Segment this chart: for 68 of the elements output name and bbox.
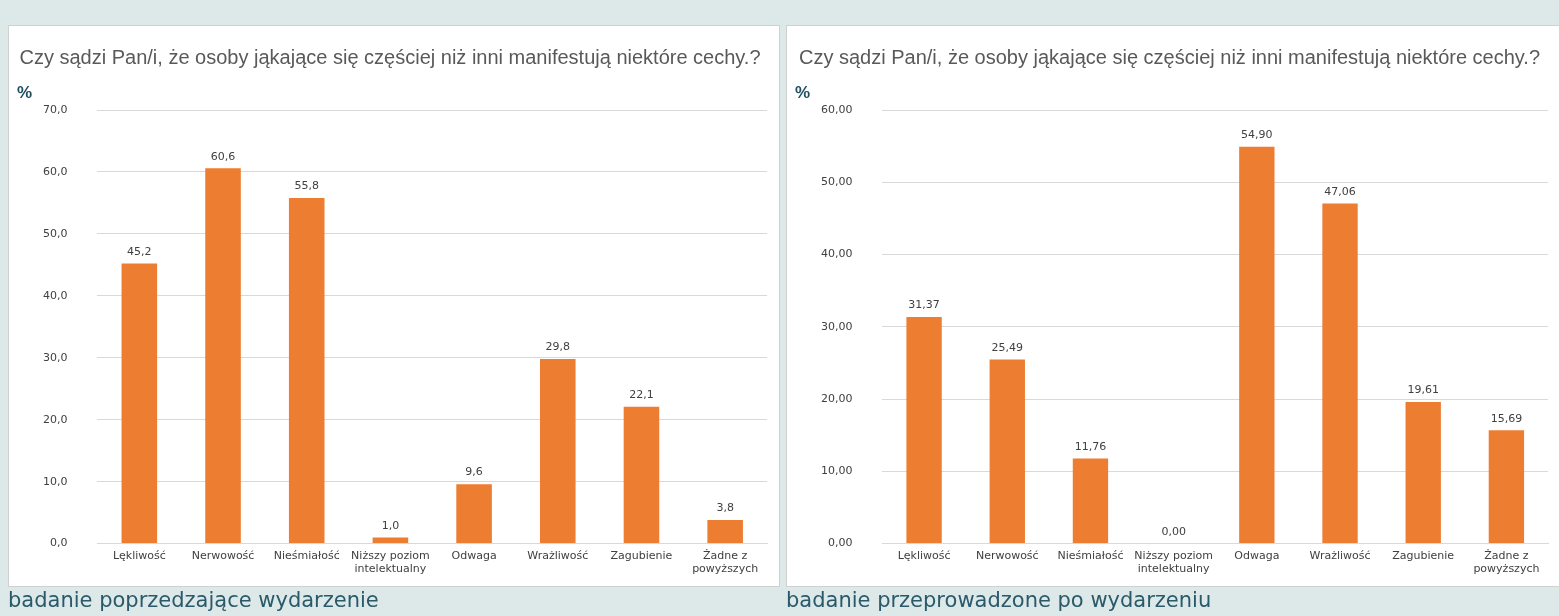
- y-tick-label: 10,0: [42, 474, 68, 488]
- data-label: 22,1: [629, 388, 654, 402]
- bar: [456, 484, 492, 544]
- y-tick-label: 20,00: [820, 391, 853, 405]
- data-label: 19,61: [1407, 383, 1439, 397]
- bar: [707, 520, 743, 544]
- y-tick-label: 30,0: [42, 350, 68, 364]
- y-tick-label: 40,00: [820, 247, 853, 261]
- y-axis-title: %: [795, 83, 811, 103]
- x-tick-label: Żadne z powyższych: [692, 549, 759, 576]
- x-tick-label: Lękliwość: [897, 549, 951, 563]
- bar: [906, 316, 942, 544]
- data-label: 1,0: [381, 518, 400, 532]
- bar: [989, 359, 1025, 544]
- bar: [121, 263, 158, 544]
- data-label: 60,6: [210, 149, 236, 163]
- bar: [540, 359, 576, 544]
- x-tick-label: Zagubienie: [1392, 549, 1455, 563]
- data-label: 47,06: [1324, 184, 1356, 198]
- x-tick-label: Nerwowość: [975, 549, 1039, 563]
- bar: [1322, 203, 1358, 544]
- text: badanie poprzedzające wydarzenie: [8, 588, 379, 612]
- bar: [372, 537, 409, 544]
- x-tick-label: Nerwowość: [191, 549, 255, 563]
- data-label: 9,6: [465, 465, 483, 479]
- y-tick-label: 30,00: [820, 319, 853, 333]
- chart-title: Czy sądzi Pan/i, że osoby jąkające się częściej niż inni manifestują niektóre cechy.?: [798, 45, 1541, 68]
- data-label: 31,37: [908, 298, 940, 312]
- y-tick-label: 0,0: [49, 536, 68, 550]
- data-label: 29,8: [545, 340, 571, 354]
- bar: [205, 168, 241, 544]
- bar: [1072, 458, 1109, 544]
- x-tick-label: Odwaga: [1234, 549, 1280, 563]
- y-tick-label: 70,0: [42, 102, 68, 116]
- y-tick-label: 10,00: [820, 464, 853, 478]
- y-tick-label: 50,00: [820, 175, 853, 189]
- x-tick-label: Niższy poziom intelektualny: [1134, 549, 1213, 576]
- data-label: 15,69: [1490, 411, 1523, 425]
- data-label: 3,8: [716, 501, 734, 515]
- bar: [623, 406, 660, 544]
- y-tick-label: 20,0: [42, 412, 68, 426]
- data-label: 45,2: [127, 244, 152, 258]
- bar: [1239, 146, 1275, 544]
- data-label: 25,49: [991, 340, 1024, 354]
- y-tick-label: 0,00: [827, 536, 853, 550]
- y-axis-title: %: [17, 83, 33, 103]
- y-tick-label: 50,0: [42, 226, 68, 240]
- x-tick-label: Wrażliwość: [527, 549, 589, 563]
- x-tick-label: Nieśmiałość: [273, 549, 340, 563]
- x-tick-label: Nieśmiałość: [1057, 549, 1124, 563]
- y-tick-label: 60,00: [820, 102, 853, 116]
- bar: [1405, 401, 1441, 544]
- y-tick-label: 40,0: [42, 288, 68, 302]
- x-tick-label: Wrażliwość: [1309, 549, 1371, 563]
- x-tick-label: Odwaga: [451, 549, 497, 563]
- x-tick-label: Lękliwość: [112, 549, 166, 563]
- data-label: 55,8: [294, 179, 319, 193]
- y-tick-label: 60,0: [42, 164, 68, 178]
- chart-title: Czy sądzi Pan/i, że osoby jąkające się częściej niż inni manifestują niektóre cechy.?: [19, 45, 761, 68]
- bar: [288, 197, 325, 544]
- text: badanie przeprowadzone po wydarzeniu: [786, 588, 1212, 612]
- data-label: 54,90: [1241, 128, 1273, 142]
- data-label: 0,00: [1161, 524, 1186, 538]
- x-tick-label: Zagubienie: [610, 549, 673, 563]
- x-tick-label: Żadne z powyższych: [1473, 549, 1540, 576]
- data-label: 11,76: [1074, 439, 1107, 453]
- x-tick-label: Niższy poziom intelektualny: [351, 549, 430, 576]
- bar: [1488, 430, 1525, 544]
